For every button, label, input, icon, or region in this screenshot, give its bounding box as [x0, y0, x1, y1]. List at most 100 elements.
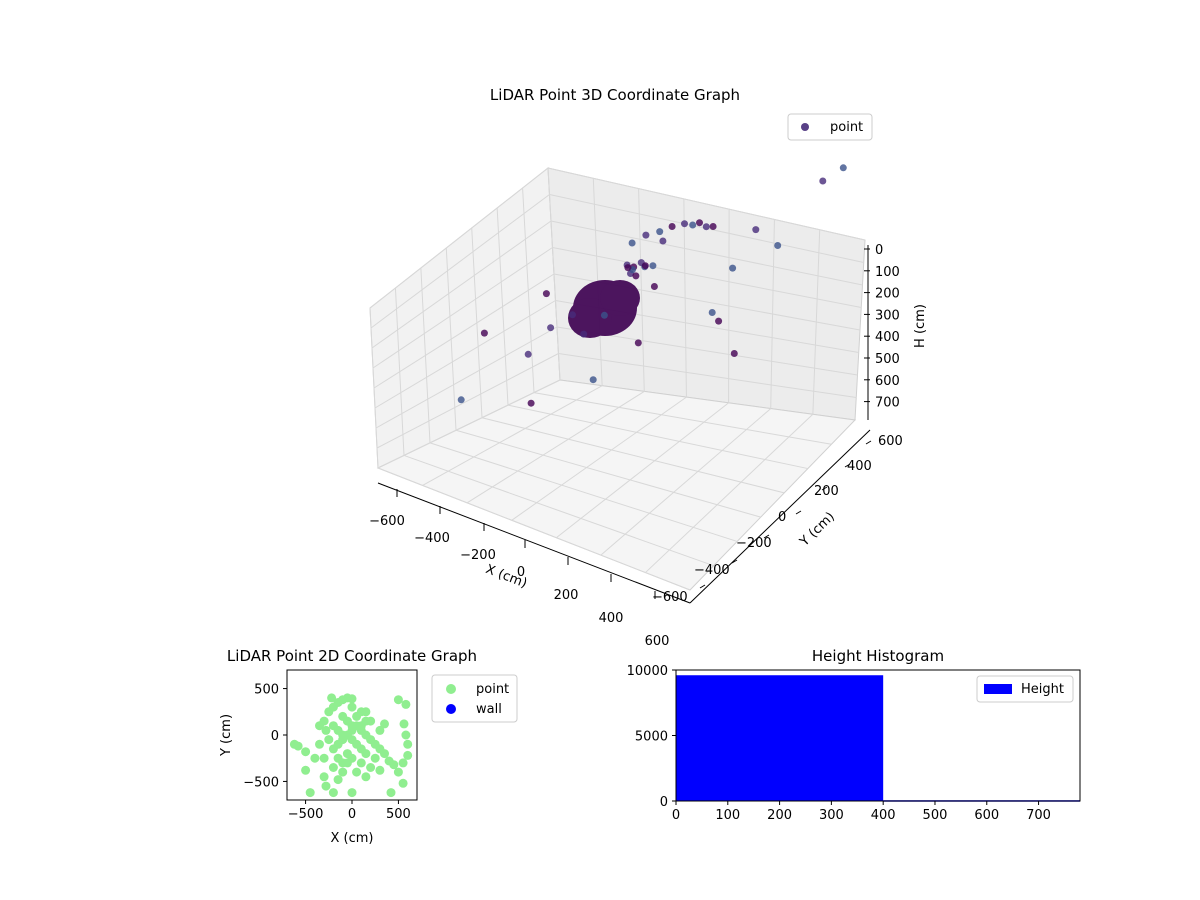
- z-tick-label: 200: [875, 287, 900, 302]
- histogram-legend: Height: [976, 675, 1074, 703]
- y-tick-label: 10000: [627, 664, 668, 679]
- scatter3d-point: [774, 242, 782, 249]
- scatter2d-point: [324, 707, 334, 717]
- grid-line: [550, 220, 863, 286]
- x-tick-label: −400: [414, 531, 450, 546]
- legend-label-point-2d: point: [476, 682, 509, 697]
- grid-line: [373, 273, 555, 389]
- legend-label-wall: wall: [476, 702, 502, 717]
- scatter2d-ylabel: Y (cm): [219, 714, 234, 757]
- scatter3d-point: [542, 290, 550, 298]
- x-tick-label: 0: [672, 808, 680, 823]
- x-tick-label: −200: [460, 548, 496, 563]
- grid-line: [455, 429, 761, 518]
- y-tick-mark: [699, 584, 706, 589]
- y-tick-label: 0: [778, 510, 786, 525]
- scatter3d-point: [650, 283, 658, 290]
- x-axis-line: [377, 482, 691, 604]
- scatter3d-point: [634, 339, 642, 347]
- z-tick-label: 700: [875, 396, 900, 411]
- scatter2d-point: [347, 702, 357, 712]
- scatter2d-point: [366, 716, 376, 726]
- scatter2d-point: [401, 730, 411, 740]
- grid-line: [377, 379, 561, 469]
- scatter3d-point: [457, 396, 465, 404]
- scatter2d-point: [361, 749, 371, 759]
- grid-line: [374, 300, 556, 409]
- scatter2d-point: [347, 788, 357, 798]
- z-tick-label: 600: [875, 374, 900, 389]
- z-tick-label: 400: [875, 330, 900, 345]
- y-tick-label: −600: [652, 590, 688, 605]
- histogram-chart: Height Histogram 0 100 200 300 400 500 600 7000…: [627, 647, 1081, 823]
- scatter2d-point: [333, 753, 343, 763]
- y-tick-label: −400: [694, 563, 730, 578]
- y-tick-mark: [763, 534, 770, 539]
- scatter3d-chart: LiDAR Point 3D Coordinate Graph −600 −400…: [369, 86, 928, 649]
- scatter2d-title: LiDAR Point 2D Coordinate Graph: [227, 647, 477, 665]
- scatter2d-point: [370, 753, 380, 763]
- y-tick-mark: [795, 510, 802, 515]
- z-axis-label: H (cm): [913, 304, 928, 348]
- grid-line: [645, 413, 814, 573]
- scatter2d-point: [319, 772, 329, 782]
- grid-line: [547, 167, 866, 241]
- scatter2d-chart: LiDAR Point 2D Coordinate Graph −500 0 500…: [219, 647, 518, 846]
- scatter2d-point: [342, 758, 352, 768]
- scatter3d-point: [641, 262, 649, 270]
- scatter2d-point: [389, 760, 399, 770]
- legend-label-height: Height: [1021, 682, 1064, 697]
- grid-line: [369, 167, 549, 309]
- scatter3d-point: [702, 223, 710, 231]
- scatter2d-point: [347, 694, 357, 704]
- grid-line: [403, 454, 714, 567]
- y-tick-label: 0: [660, 795, 668, 810]
- scatter3d-point: [839, 164, 847, 172]
- z-tick-label: 0: [875, 243, 883, 258]
- y-axis-line: [689, 429, 871, 604]
- scatter2d-point: [301, 747, 311, 757]
- scatter2d-point: [293, 741, 303, 751]
- scatter3d-point: [547, 324, 555, 332]
- histogram-bar: [676, 675, 884, 801]
- x-tick-label: 600: [645, 634, 670, 649]
- legend-marker-point: [801, 123, 809, 131]
- y-tick-label: 0: [271, 729, 279, 744]
- scatter2d-point: [305, 788, 315, 798]
- scatter2d-point: [380, 719, 389, 729]
- legend-swatch-height: [984, 684, 1012, 694]
- scatter2d-point: [352, 767, 362, 777]
- scatter2d-point: [361, 772, 371, 782]
- z-tick-label: 100: [875, 265, 900, 280]
- x-tick-label: 0: [348, 807, 356, 822]
- grid-line: [552, 247, 862, 308]
- y-tick-label: 500: [254, 683, 279, 698]
- y-tick-mark: [844, 463, 851, 468]
- legend-marker-point-2d: [446, 684, 456, 694]
- scatter3d-point: [600, 311, 608, 319]
- ticks-2d: −500 0 500 −500 0 500: [243, 683, 411, 822]
- y-tick-mark: [821, 486, 828, 491]
- scatter3d-point: [819, 177, 827, 185]
- grid-line: [555, 402, 729, 539]
- scatter3d-point: [729, 264, 737, 272]
- scatter2d-point: [380, 749, 389, 759]
- x-tick-label: 100: [715, 808, 740, 823]
- grid-line: [558, 353, 857, 398]
- scatter2d-xlabel: X (cm): [331, 831, 374, 846]
- x-tick-label: −600: [369, 514, 405, 529]
- scatter3d-title: LiDAR Point 3D Coordinate Graph: [490, 86, 740, 104]
- scatter2d-plot-area: [286, 669, 418, 801]
- legend-marker-wall: [446, 704, 456, 714]
- scatter2d-legend: point wall: [431, 674, 518, 723]
- legend-label-point: point: [830, 120, 863, 135]
- x-tick-label: 600: [974, 808, 999, 823]
- y-tick-mark: [865, 440, 872, 445]
- scatter2d-point: [398, 778, 408, 788]
- x-tick-label: 500: [386, 807, 411, 822]
- x-tick-label: 300: [819, 808, 844, 823]
- scatter3d-point: [709, 223, 717, 230]
- scatter3d-point: [708, 309, 716, 316]
- scatter2d-point: [324, 735, 334, 745]
